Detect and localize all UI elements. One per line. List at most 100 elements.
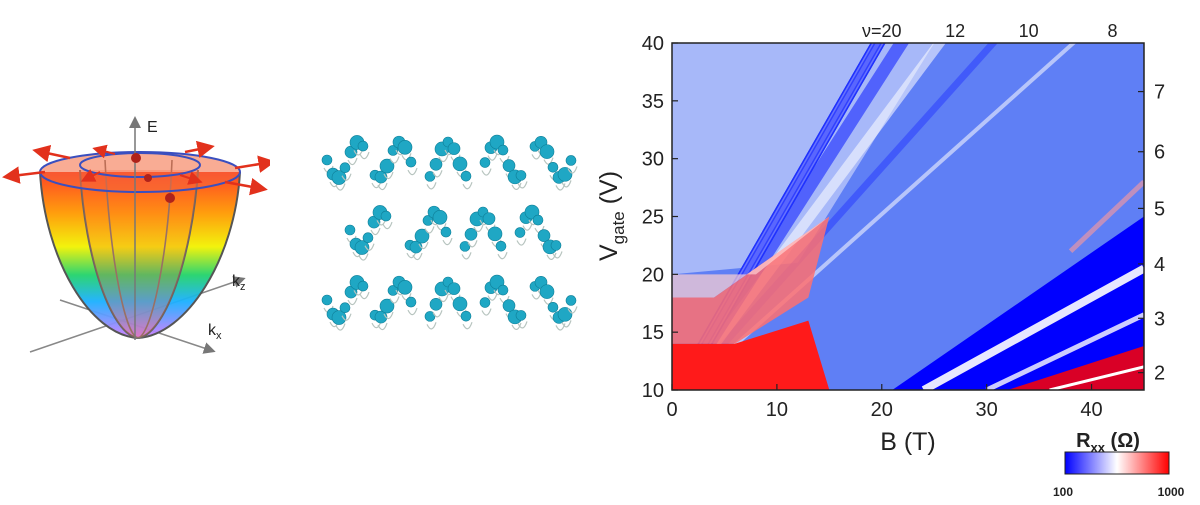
band-structure-panel: E kz kx bbox=[0, 110, 276, 360]
y-tick-label: 30 bbox=[642, 149, 664, 171]
atom-sphere bbox=[557, 307, 573, 322]
atom-sphere bbox=[495, 240, 507, 252]
atom-sphere bbox=[429, 158, 443, 171]
filling-factor-tick-label: 3 bbox=[1154, 308, 1165, 330]
atom-sphere bbox=[414, 228, 430, 244]
helical-chain-diagram bbox=[321, 134, 578, 331]
atom-sphere bbox=[547, 301, 559, 313]
atom-sphere bbox=[565, 295, 577, 306]
helix-row bbox=[344, 204, 563, 261]
electron-dot bbox=[131, 153, 141, 163]
atom-sphere bbox=[357, 280, 369, 292]
filling-factor-tick-label: 5 bbox=[1154, 198, 1165, 220]
atom-sphere bbox=[387, 285, 399, 296]
atom-sphere bbox=[379, 158, 395, 174]
x-tick-label: 40 bbox=[1080, 399, 1102, 421]
band-structure-diagram: E kz kx bbox=[2, 116, 276, 354]
filling-factor-tick-label: 6 bbox=[1154, 142, 1165, 164]
atom-sphere bbox=[487, 226, 503, 242]
top-nu-label: 8 bbox=[1108, 21, 1118, 41]
atom-sphere bbox=[387, 145, 399, 156]
filling-factor-tick-label: 2 bbox=[1154, 363, 1165, 385]
atom-sphere bbox=[539, 144, 555, 159]
atom-sphere bbox=[539, 284, 555, 299]
atom-sphere bbox=[460, 310, 472, 322]
atom-sphere bbox=[447, 142, 461, 155]
atom-sphere bbox=[354, 240, 370, 255]
atom-sphere bbox=[550, 240, 562, 251]
atom-sphere bbox=[547, 161, 559, 173]
atom-sphere bbox=[357, 140, 369, 152]
top-nu-label: ν=20 bbox=[862, 21, 902, 41]
colorbar-max-label: 1000 bbox=[1158, 485, 1185, 499]
helix-row bbox=[321, 274, 578, 331]
inner-fermi-ring bbox=[79, 152, 201, 178]
y-tick-label: 40 bbox=[642, 33, 664, 55]
helix-structure-panel bbox=[315, 125, 580, 335]
x-tick-label: 20 bbox=[871, 399, 893, 421]
top-nu-label: 12 bbox=[945, 21, 965, 41]
atom-sphere bbox=[515, 170, 527, 181]
filling-factor-tick-label: 4 bbox=[1154, 254, 1165, 276]
atom-sphere bbox=[459, 241, 471, 252]
atom-sphere bbox=[497, 284, 509, 296]
atom-sphere bbox=[537, 229, 551, 242]
atom-sphere bbox=[331, 310, 347, 325]
atom-sphere bbox=[460, 170, 472, 182]
atom-sphere bbox=[482, 212, 496, 225]
y-tick-label: 15 bbox=[642, 322, 664, 344]
colorbar-min-label: 100 bbox=[1053, 485, 1073, 499]
atom-sphere bbox=[452, 156, 468, 172]
y-tick-label: 20 bbox=[642, 264, 664, 286]
helix-row bbox=[321, 134, 578, 191]
top-nu-label: 10 bbox=[1019, 21, 1039, 41]
atom-sphere bbox=[405, 296, 417, 308]
x-tick-label: 0 bbox=[666, 399, 677, 421]
atom-sphere bbox=[331, 170, 347, 185]
atom-sphere bbox=[339, 162, 351, 173]
atom-sphere bbox=[432, 210, 448, 225]
atom-sphere bbox=[502, 299, 516, 312]
atom-sphere bbox=[379, 298, 395, 314]
atom-sphere bbox=[422, 215, 434, 226]
energy-cone bbox=[40, 172, 240, 338]
colorbar-label: Rxx (Ω) bbox=[1076, 430, 1140, 455]
atom-sphere bbox=[514, 227, 526, 238]
atom-sphere bbox=[424, 311, 436, 322]
atom-sphere bbox=[339, 302, 351, 313]
y-axis-label: Vgate (V) bbox=[595, 171, 628, 261]
heatmap-panel: 0 10 20 30 40 10 15 20 25 30 35 40 2 3 4 5 6 7 ν=20 12 10 8 V… bbox=[580, 0, 1200, 500]
atom-sphere bbox=[380, 210, 392, 222]
atom-sphere bbox=[464, 228, 478, 241]
atom-sphere bbox=[424, 171, 436, 182]
x-tick-label: 30 bbox=[976, 399, 998, 421]
atom-sphere bbox=[397, 280, 413, 295]
atom-sphere bbox=[362, 232, 374, 243]
y-tick-label: 35 bbox=[642, 91, 664, 113]
atom-sphere bbox=[452, 296, 468, 312]
atom-sphere bbox=[515, 310, 527, 321]
atom-sphere bbox=[479, 157, 491, 168]
atom-sphere bbox=[565, 155, 577, 166]
x-axis-label: B (T) bbox=[880, 428, 936, 456]
atom-sphere bbox=[502, 159, 516, 172]
atom-sphere bbox=[557, 167, 573, 182]
y-tick-label: 25 bbox=[642, 207, 664, 229]
atom-sphere bbox=[429, 298, 443, 311]
axis-label-e: E bbox=[147, 119, 158, 136]
atom-sphere bbox=[405, 156, 417, 168]
filling-factor-tick-label: 7 bbox=[1154, 82, 1165, 104]
atom-sphere bbox=[397, 140, 413, 155]
axis-label-kx: kx bbox=[208, 322, 222, 342]
atom-sphere bbox=[440, 226, 452, 238]
atom-sphere bbox=[479, 297, 491, 308]
x-tick-label: 10 bbox=[766, 399, 788, 421]
atom-sphere bbox=[321, 294, 333, 306]
atom-sphere bbox=[532, 214, 544, 226]
atom-sphere bbox=[447, 282, 461, 295]
y-tick-label: 10 bbox=[642, 380, 664, 402]
axis-label-kz: kz bbox=[232, 273, 246, 293]
heatmap-area bbox=[672, 43, 1144, 390]
atom-sphere bbox=[497, 144, 509, 156]
